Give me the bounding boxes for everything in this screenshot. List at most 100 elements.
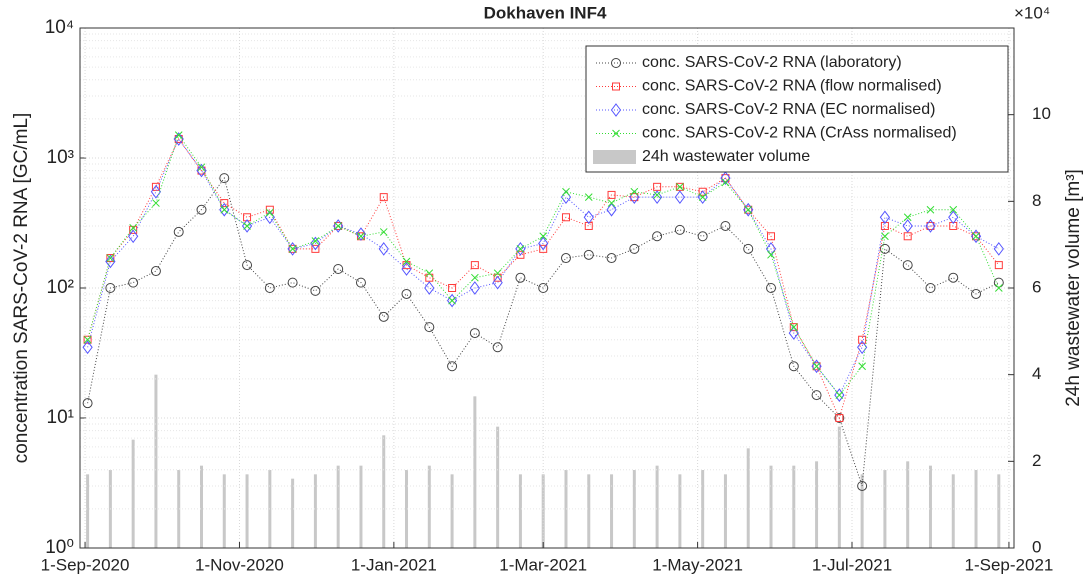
x-tick-label: 1-Sep-2020 — [41, 555, 130, 574]
data-point — [334, 221, 343, 230]
data-point — [333, 264, 344, 275]
data-point — [448, 296, 456, 305]
data-point — [858, 335, 867, 344]
data-point — [355, 227, 367, 241]
y2-axis-label: 24h wastewater volume [m³] — [1063, 169, 1084, 407]
data-point — [560, 253, 571, 264]
series-line — [87, 176, 1000, 487]
y2-multiplier: ×10⁴ — [1014, 3, 1050, 22]
x-tick-label: 1-Sep-2021 — [965, 555, 1054, 574]
y2-tick-label: 4 — [1032, 364, 1041, 383]
data-point — [651, 190, 663, 204]
data-point — [105, 283, 116, 293]
data-point — [196, 204, 207, 215]
data-point — [493, 269, 502, 278]
volume-bar — [199, 465, 203, 548]
data-point — [446, 293, 458, 308]
data-point — [743, 202, 754, 217]
data-point — [401, 288, 412, 299]
data-point — [105, 254, 116, 269]
data-point — [515, 242, 526, 256]
data-point — [902, 260, 913, 271]
volume-bar — [610, 474, 614, 548]
data-point — [516, 245, 525, 253]
data-point — [697, 190, 708, 204]
data-point — [834, 388, 845, 402]
data-point — [994, 261, 1003, 270]
data-point — [630, 187, 639, 196]
y-tick-label: 10³ — [47, 147, 74, 168]
data-point — [402, 257, 411, 266]
data-point — [538, 283, 549, 293]
legend-label: 24h wastewater volume — [642, 148, 810, 165]
volume-bar — [222, 474, 226, 548]
data-point — [82, 398, 93, 409]
data-point — [355, 277, 366, 288]
data-point — [583, 249, 594, 260]
volume-bar — [997, 474, 1001, 548]
x-tick-label: 1-May-2021 — [652, 555, 743, 574]
volume-bar — [815, 461, 819, 548]
volume-bar — [837, 426, 841, 548]
data-point — [881, 232, 889, 241]
data-point — [150, 184, 162, 199]
legend-box — [585, 45, 1009, 173]
volume-bar — [723, 474, 727, 548]
volume-bar — [313, 474, 317, 548]
volume-bar — [86, 474, 90, 548]
data-point — [584, 193, 593, 201]
x-tick-label: 1-Jan-2021 — [351, 555, 437, 574]
data-point — [676, 182, 684, 191]
volume-bar — [518, 474, 522, 548]
data-point — [948, 272, 959, 283]
data-point — [379, 193, 388, 202]
data-point — [858, 362, 866, 371]
data-point — [835, 414, 844, 422]
data-point — [993, 242, 1004, 256]
data-point — [652, 231, 663, 242]
data-point — [948, 210, 959, 225]
data-point — [925, 219, 936, 233]
data-point — [788, 326, 799, 340]
data-point — [311, 237, 320, 245]
data-point — [378, 311, 389, 322]
data-point — [492, 342, 503, 353]
data-point — [448, 284, 457, 292]
y-tick-label: 10⁴ — [45, 17, 74, 38]
data-point — [835, 391, 844, 399]
data-point — [812, 362, 821, 371]
data-point — [82, 340, 93, 355]
data-point — [515, 272, 526, 283]
volume-bar — [792, 465, 796, 548]
volume-bar — [382, 435, 386, 548]
volume-bar — [632, 470, 636, 548]
data-point — [720, 171, 731, 185]
data-point — [926, 205, 935, 214]
y2-tick-label: 2 — [1032, 451, 1041, 470]
volume-bar — [496, 426, 500, 548]
volume-bar — [701, 470, 705, 548]
data-point — [903, 213, 912, 222]
data-point — [150, 266, 161, 277]
volume-bar — [564, 470, 568, 548]
data-point — [264, 283, 275, 293]
data-point — [357, 232, 365, 241]
data-point — [174, 131, 183, 139]
data-point — [789, 323, 798, 332]
data-point — [788, 361, 799, 372]
volume-bar — [154, 374, 158, 548]
data-point — [971, 288, 982, 299]
y-tick-label: 10¹ — [47, 407, 74, 428]
data-point — [173, 226, 184, 237]
data-point — [902, 219, 913, 233]
data-point — [857, 480, 868, 491]
data-point — [493, 273, 502, 282]
data-point — [152, 199, 160, 207]
data-point — [857, 340, 868, 355]
data-point — [196, 163, 207, 178]
data-point — [561, 213, 570, 222]
series-line — [87, 137, 1000, 397]
data-point — [743, 243, 754, 254]
y2-tick-label: 8 — [1032, 191, 1041, 210]
data-point — [607, 190, 616, 199]
